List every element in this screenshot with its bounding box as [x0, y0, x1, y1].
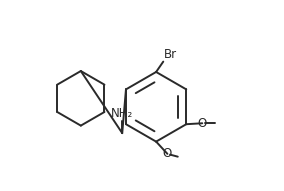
Text: O: O [198, 117, 207, 130]
Text: O: O [163, 147, 172, 160]
Text: NH₂: NH₂ [111, 107, 133, 120]
Text: Br: Br [164, 48, 177, 61]
